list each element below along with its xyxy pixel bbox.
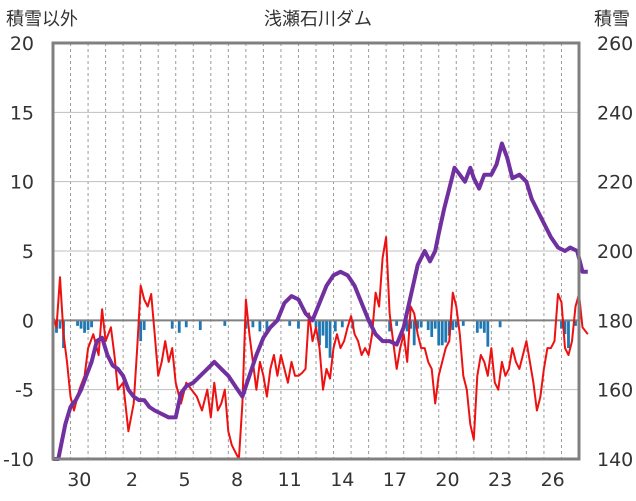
- temperature-line: [52, 236, 589, 460]
- precipitation-bar: [318, 320, 321, 346]
- precipitation-bar: [395, 320, 399, 326]
- x-tick-label: 11: [278, 469, 302, 491]
- precipitation-bar: [79, 320, 83, 329]
- left-tick-label: -10: [3, 449, 34, 471]
- x-tick-label: 23: [488, 469, 512, 491]
- precipitation-bar: [142, 320, 146, 331]
- left-tick-label: 10: [10, 172, 34, 194]
- precipitation-bar: [198, 320, 202, 331]
- x-tick-label: 17: [383, 469, 407, 491]
- precipitation-bar: [297, 320, 300, 329]
- right-tick-label: 200: [597, 241, 633, 263]
- right-tick-label: 140: [597, 449, 633, 471]
- precipitation-bar: [437, 320, 441, 346]
- precipitation-bar: [563, 320, 567, 335]
- x-tick-label: 8: [231, 469, 243, 491]
- x-tick-label: 30: [67, 469, 91, 491]
- precipitation-bar: [288, 320, 292, 326]
- precipitation-bar: [419, 320, 423, 328]
- right-tick-label: 240: [597, 102, 633, 124]
- x-tick-label: 14: [330, 469, 354, 491]
- right-tick-label: 160: [597, 380, 633, 402]
- precipitation-bar: [567, 320, 570, 349]
- left-tick-label: 5: [22, 241, 34, 263]
- precipitation-bar: [325, 320, 328, 349]
- precipitation-bar: [482, 320, 486, 333]
- precipitation-bar: [430, 320, 434, 337]
- precipitation-bar: [416, 320, 420, 329]
- x-tick-label: 20: [435, 469, 459, 491]
- precipitation-bar: [328, 320, 332, 358]
- precipitation-bar: [170, 320, 174, 329]
- precipitation-bar: [433, 320, 437, 329]
- left-tick-label: 20: [10, 33, 34, 55]
- precipitation-bar: [409, 320, 413, 329]
- precipitation-bar: [388, 320, 392, 332]
- precipitation-bar: [333, 320, 337, 332]
- precipitation-bar: [340, 320, 344, 328]
- precipitation-bar: [444, 320, 448, 343]
- precipitation-bar: [177, 320, 181, 333]
- right-tick-label: 220: [597, 172, 633, 194]
- x-tick-label: 2: [126, 469, 138, 491]
- precipitation-bar: [258, 320, 262, 332]
- precipitation-bar: [76, 320, 79, 326]
- precipitation-bar: [412, 320, 416, 346]
- precipitation-bar: [58, 320, 62, 329]
- precipitation-bar: [574, 320, 577, 326]
- precipitation-bar: [426, 320, 430, 331]
- x-tick-label: 26: [541, 469, 565, 491]
- right-tick-label: 260: [597, 33, 633, 55]
- snow-depth-line: [53, 141, 588, 461]
- precipitation-bar: [83, 320, 86, 333]
- precipitation-bar: [451, 320, 455, 331]
- precipitation-bar: [251, 320, 255, 328]
- precipitation-bar: [223, 320, 227, 326]
- chart-title: 浅瀬石川ダム: [264, 9, 372, 30]
- precipitation-bar: [454, 320, 458, 328]
- precipitation-bar: [479, 320, 483, 329]
- precipitation-bar: [265, 320, 269, 333]
- precipitation-bar: [560, 320, 563, 329]
- precipitation-bar: [440, 320, 444, 346]
- plot-area: 20 15 10 5 0 -5 -10 260 240 220 200 180 160 140 30 2 5 8 1…: [3, 33, 633, 491]
- left-tick-label: 0: [22, 310, 34, 332]
- precipitation-bar: [405, 320, 409, 332]
- precipitation-bar: [86, 320, 90, 331]
- left-tick-label: 15: [10, 102, 34, 124]
- precipitation-bar: [498, 320, 502, 328]
- precipitation-bar: [461, 320, 465, 326]
- precipitation-bar: [90, 320, 93, 328]
- precipitation-bar: [184, 320, 188, 328]
- right-axis-title: 積雪: [594, 9, 630, 30]
- left-tick-label: -5: [15, 380, 34, 402]
- left-axis-title: 積雪以外: [6, 9, 78, 30]
- precipitation-bar: [321, 320, 325, 336]
- precipitation-bar: [486, 320, 490, 347]
- precipitation-bar: [475, 320, 479, 333]
- precipitation-bar: [139, 320, 143, 342]
- precipitation-bar: [314, 320, 318, 328]
- x-tick-label: 5: [178, 469, 190, 491]
- plot-frame: [51, 41, 581, 461]
- right-tick-label: 180: [597, 310, 633, 332]
